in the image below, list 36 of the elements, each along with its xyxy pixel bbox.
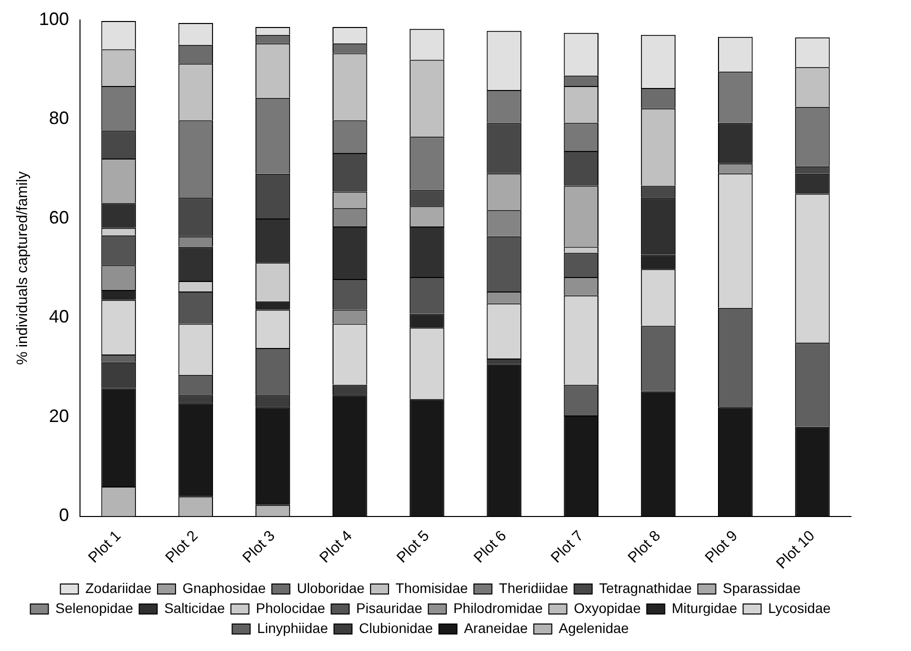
legend-label: Miturgidae [672,600,738,616]
x-tick-label: Plot 4 [316,527,356,566]
legend-label: Araneidae [464,620,528,636]
y-tick-label: 80 [49,108,70,128]
y-tick-label: 0 [59,505,70,526]
legend-label: Agelenidae [558,620,630,636]
x-tick-label: Plot 5 [394,527,433,566]
x-tick-label: Plot 3 [239,527,279,566]
legend-label: Lycosidae [768,600,831,616]
legend-label: Clubionidae [359,620,434,636]
legend-label: Pisauridae [356,600,423,616]
legend-label: Pholocidae [256,600,326,616]
legend-label: Zodariidae [85,580,152,596]
x-tick-label: Plot 10 [773,527,818,572]
legend-label: Tetragnathidae [599,580,692,596]
x-tick-label: Plot 2 [162,527,202,566]
y-tick-label: 100 [38,8,70,29]
legend-label: Gnaphosidae [182,580,266,596]
legend-label: Theridiidae [498,580,568,596]
x-tick-label: Plot 7 [548,527,587,566]
x-tick-label: Plot 8 [624,527,664,566]
legend-label: Linyphiidae [257,620,328,636]
legend-label: Salticidae [164,600,226,616]
y-tick-label: 60 [49,207,70,228]
legend-label: Oxyopidae [574,600,641,616]
x-tick-label: Plot 9 [702,527,742,566]
legend-label: Philodromidae [453,600,544,616]
y-axis-title: % individuals captured/family [14,170,32,365]
y-tick-label: 40 [49,306,70,327]
x-tick-label: Plot 6 [470,527,510,566]
legend-label: Sparassidae [722,580,801,596]
legend-label: Uloboridae [296,580,365,596]
legend-label: Thomisidae [396,580,468,596]
x-tick-label: Plot 1 [85,527,124,566]
legend-label: Selenopidae [55,600,134,616]
y-tick-label: 20 [49,406,70,426]
